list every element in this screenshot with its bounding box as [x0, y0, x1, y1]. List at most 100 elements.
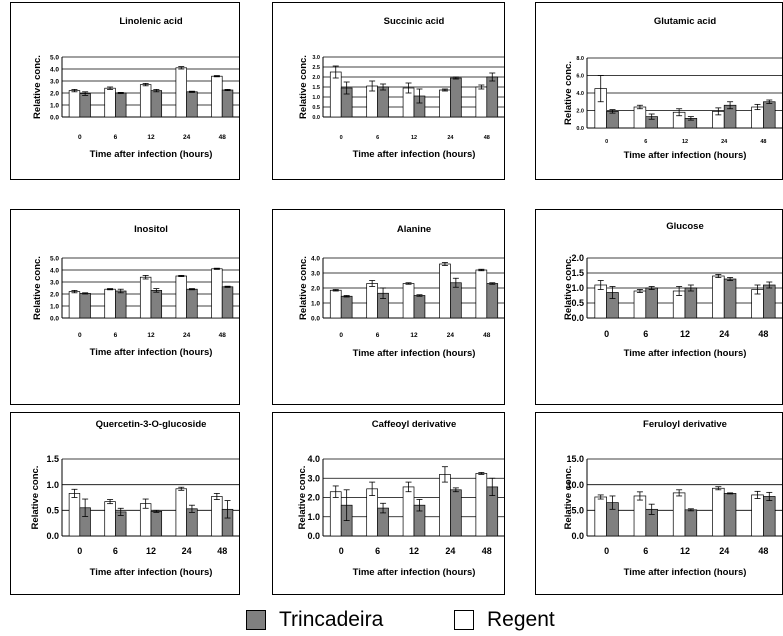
bar-trincadeira	[150, 511, 163, 537]
bar-trincadeira	[115, 92, 127, 118]
chart-panel: Caffeoyl derivative 0.0 1.0 2.0 3.0 4.0 0 6 12 24…	[272, 412, 505, 595]
x-tick-label: 12	[147, 332, 155, 339]
y-tick-label: 0.0	[307, 531, 320, 541]
bar-trincadeira	[221, 286, 234, 319]
y-axis-title: Relative conc.	[563, 466, 574, 530]
chart-panel: Quercetin-3-O-glucoside 0.0 0.5 1.0 1.5 0 6 12 2…	[10, 412, 240, 595]
x-tick-label: 0	[339, 332, 343, 339]
chart-title: Linolenic acid	[119, 16, 183, 27]
x-tick-label: 6	[114, 332, 118, 339]
bar-regent	[402, 283, 415, 319]
bar-trincadeira	[186, 91, 198, 118]
bar-regent	[211, 496, 223, 537]
bar-trincadeira	[79, 293, 91, 319]
y-tick-label: 1.0	[571, 283, 584, 293]
y-tick-label: 4.0	[307, 454, 320, 464]
chart-title: Succinic acid	[384, 16, 445, 27]
bar-regent	[366, 283, 378, 319]
bar-trincadeira	[186, 288, 198, 319]
bar-regent	[475, 473, 488, 537]
y-tick-label: 3.0	[312, 55, 320, 61]
x-tick-label: 12	[680, 329, 690, 339]
bar-regent	[139, 276, 152, 319]
y-tick-label: 3.0	[307, 473, 320, 483]
legend-item-trincadeira: Trincadeira	[246, 608, 383, 632]
x-tick-label: 12	[411, 135, 417, 141]
x-tick-label: 12	[146, 546, 156, 556]
bar-trincadeira	[645, 287, 658, 319]
chart-panel: Succinic acid 0.0 0.5 1.0 1.5 2.0 2.5 3.0 0 6 12 24…	[272, 2, 505, 180]
y-tick-label: 1.5	[312, 85, 320, 91]
bar-regent	[594, 496, 607, 537]
x-tick-label: 6	[376, 135, 379, 141]
y-tick-label: 0.5	[46, 505, 59, 515]
y-tick-label: 1.0	[307, 512, 320, 522]
y-tick-label: 0.0	[576, 126, 584, 132]
chart-title: Alanine	[397, 224, 431, 235]
bar-regent	[175, 67, 187, 118]
x-tick-label: 0	[604, 329, 609, 339]
y-tick-label: 0.5	[312, 105, 320, 111]
chart-title: Caffeoyl derivative	[372, 419, 456, 430]
y-tick-label: 2.0	[571, 253, 584, 263]
bar-trincadeira	[115, 290, 127, 319]
chart-title: Glucose	[666, 221, 704, 232]
y-tick-label: 0.0	[312, 115, 320, 121]
y-axis-title: Relative conc.	[563, 256, 574, 320]
bar-regent	[402, 486, 415, 537]
x-tick-label: 6	[113, 546, 118, 556]
x-axis-title: Time after infection (hours)	[353, 348, 476, 359]
x-tick-label: 24	[183, 332, 191, 339]
bar-regent	[329, 491, 342, 537]
y-tick-label: 0.0	[46, 531, 59, 541]
bar-regent	[104, 501, 116, 537]
x-tick-label: 48	[219, 332, 227, 339]
x-axis-title: Time after infection (hours)	[624, 348, 747, 359]
y-tick-label: 4.0	[311, 255, 320, 262]
x-axis-title: Time after infection (hours)	[90, 149, 213, 160]
y-tick-label: 1.0	[46, 480, 59, 490]
bar-trincadeira	[486, 76, 499, 118]
x-tick-label: 48	[219, 134, 227, 141]
y-tick-label: 5.0	[50, 54, 59, 61]
y-tick-label: 1.0	[312, 95, 320, 101]
y-tick-label: 1.5	[46, 454, 59, 464]
x-axis-title: Time after infection (hours)	[90, 347, 213, 358]
x-tick-label: 0	[77, 546, 82, 556]
y-axis-title: Relative conc.	[298, 55, 309, 119]
bar-regent	[175, 275, 187, 319]
bar-trincadeira	[79, 93, 91, 118]
legend-swatch-trincadeira	[246, 610, 266, 630]
bar-regent	[475, 86, 488, 118]
bar-regent	[104, 87, 116, 118]
y-tick-label: 15.0	[566, 454, 584, 464]
bar-trincadeira	[606, 111, 619, 129]
x-tick-label: 48	[758, 546, 768, 556]
bar-regent	[211, 75, 223, 118]
bar-trincadeira	[684, 287, 698, 319]
x-tick-label: 6	[643, 546, 648, 556]
y-tick-label: 2.5	[312, 65, 320, 71]
bar-trincadeira	[221, 89, 234, 118]
chart-title: Inositol	[134, 224, 168, 235]
bar-trincadeira	[340, 295, 353, 319]
x-tick-label: 48	[483, 332, 491, 339]
y-tick-label: 2.0	[312, 75, 320, 81]
y-tick-label: 1.0	[311, 300, 320, 307]
x-axis-title: Time after infection (hours)	[90, 567, 213, 578]
y-tick-label: 2.0	[576, 108, 584, 114]
y-axis-title: Relative conc.	[30, 466, 41, 530]
x-tick-label: 0	[340, 135, 343, 141]
legend-label-regent: Regent	[487, 608, 555, 631]
bar-regent	[329, 71, 342, 118]
chart-title: Feruloyl derivative	[643, 419, 727, 430]
y-tick-label: 2.0	[307, 493, 320, 503]
x-tick-label: 24	[183, 134, 191, 141]
x-tick-label: 48	[482, 546, 492, 556]
panel-frame	[272, 412, 505, 595]
y-tick-label: 3.0	[311, 270, 320, 277]
bar-trincadeira	[723, 278, 737, 319]
y-tick-label: 0.5	[571, 298, 584, 308]
bar-regent	[175, 488, 187, 537]
legend-item-regent: Regent	[454, 608, 555, 632]
